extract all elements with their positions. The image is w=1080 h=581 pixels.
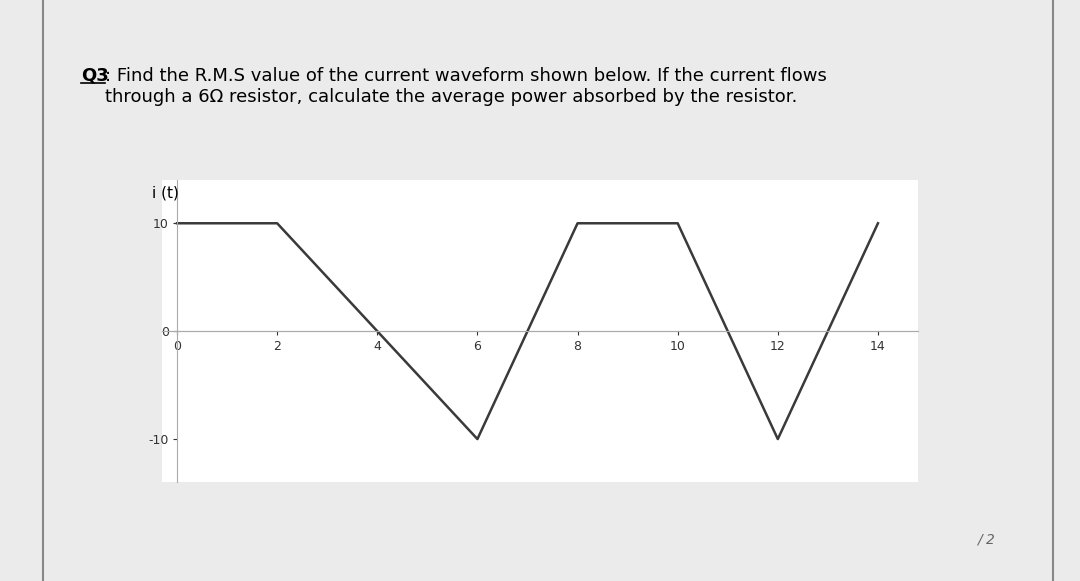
Text: / 2: / 2: [977, 532, 996, 546]
Text: Q3: Q3: [81, 67, 109, 85]
Text: i (t): i (t): [152, 185, 179, 200]
Text: : Find the R.M.S value of the current waveform shown below. If the current flows: : Find the R.M.S value of the current wa…: [105, 67, 826, 106]
